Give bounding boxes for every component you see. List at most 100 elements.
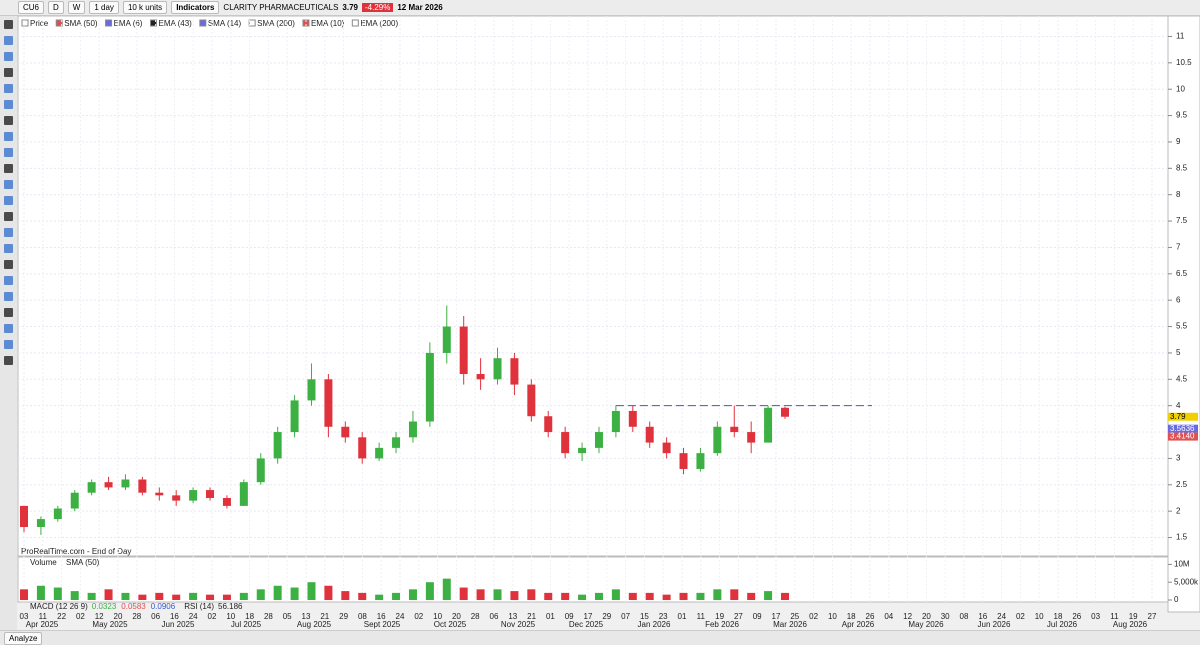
x-tick-label: 09: [753, 612, 762, 621]
indicator-name: RSI (14): [184, 602, 214, 611]
y-tick-label: 5.5: [1176, 322, 1188, 331]
legend-entry: SMA (14): [208, 19, 242, 28]
x-tick-label: 16: [170, 612, 179, 621]
weekly-button[interactable]: W: [67, 1, 86, 14]
volume-bar: [36, 585, 45, 600]
volume-bar: [662, 594, 671, 600]
y-tick-label: 9.5: [1176, 111, 1188, 120]
x-tick-label: 27: [1148, 612, 1157, 621]
instrument-name: CLARITY PHARMACEUTICALS: [223, 3, 339, 12]
legend-entry: SMA (200): [257, 19, 295, 28]
month-label: Aug 2026: [1113, 620, 1148, 629]
month-label: Sept 2025: [364, 620, 401, 629]
daily-button[interactable]: D: [48, 1, 64, 14]
x-tick-label: 20: [114, 612, 123, 621]
candle-body: [645, 426, 654, 443]
y-tick-label: 8.5: [1176, 163, 1188, 172]
x-tick-label: 02: [208, 612, 217, 621]
volume-ma-legend: SMA (50): [66, 558, 100, 567]
x-tick-label: 19: [1129, 612, 1138, 621]
month-label: Jul 2026: [1047, 620, 1078, 629]
tool-icon: [4, 212, 13, 221]
volume-bar: [104, 589, 113, 600]
interval-select[interactable]: 1 day: [89, 1, 119, 14]
candle-body: [256, 458, 265, 483]
legend-entry: Price: [30, 19, 49, 28]
candle-body: [189, 490, 198, 501]
x-tick-label: 05: [283, 612, 292, 621]
x-tick-label: 02: [414, 612, 423, 621]
volume-bar: [493, 589, 502, 600]
symbol-select[interactable]: CU6: [18, 1, 45, 14]
x-tick-label: 06: [490, 612, 499, 621]
volume-bar: [510, 591, 519, 600]
month-label: Apr 2026: [842, 620, 875, 629]
candle-body: [527, 384, 536, 417]
tool-icon: [4, 276, 13, 285]
volume-bar: [459, 587, 468, 600]
candle-body: [222, 497, 231, 506]
volume-bar: [256, 589, 265, 600]
x-tick-label: 21: [320, 612, 329, 621]
volume-bar: [594, 592, 603, 600]
y-tick-label: 5: [1176, 348, 1181, 357]
volume-bar: [730, 589, 739, 600]
x-tick-label: 30: [941, 612, 950, 621]
tool-icon: [4, 292, 13, 301]
y-tick-label: 1.5: [1176, 533, 1188, 542]
tool-icon: [4, 84, 13, 93]
volume-bar: [408, 589, 417, 600]
y-tick-label: 7: [1176, 243, 1181, 252]
candle-body: [442, 326, 451, 353]
legend-swatch: [55, 19, 63, 27]
indicator-value: 0.0323: [92, 602, 117, 611]
candle-body: [764, 407, 773, 443]
x-tick-label: 01: [546, 612, 555, 621]
tool-icon: [4, 132, 13, 141]
volume-bar: [20, 589, 28, 600]
x-tick-label: 03: [1091, 612, 1100, 621]
x-tick-label: 02: [1016, 612, 1025, 621]
x-tick-label: 28: [471, 612, 480, 621]
x-tick-label: 18: [1054, 612, 1063, 621]
candle-body: [121, 479, 130, 488]
volume-bar: [747, 592, 756, 600]
candle-body: [358, 437, 367, 459]
candle-body: [273, 432, 282, 459]
x-tick-label: 13: [302, 612, 311, 621]
y-tick-label: 2: [1176, 506, 1181, 515]
x-tick-label: 12: [95, 612, 104, 621]
volume-bar: [358, 592, 367, 600]
volume-bar: [138, 594, 147, 600]
volume-bar: [611, 589, 620, 600]
candle-body: [20, 505, 28, 527]
y-tick-label: 6.5: [1176, 269, 1188, 278]
last-price: 3.79: [342, 3, 358, 12]
volume-bar: [222, 594, 231, 600]
volume-bar: [239, 592, 248, 600]
volume-tick-label: 0: [1174, 595, 1179, 604]
tool-icon: [4, 180, 13, 189]
month-label: Jul 2025: [231, 620, 262, 629]
price-label: 3.79: [1170, 412, 1186, 421]
candle-body: [408, 421, 417, 438]
analyze-button[interactable]: Analyze: [4, 631, 43, 645]
x-tick-label: 18: [245, 612, 254, 621]
candle-body: [375, 447, 384, 459]
y-tick-label: 10.5: [1176, 58, 1192, 67]
month-label: Nov 2025: [501, 620, 536, 629]
volume-bar: [527, 589, 536, 600]
volume-tick-label: 5,000k: [1174, 577, 1199, 586]
x-tick-label: 28: [264, 612, 273, 621]
candle-body: [239, 482, 248, 506]
x-tick-label: 11: [697, 612, 706, 621]
volume-bar: [645, 592, 654, 600]
indicators-button[interactable]: Indicators: [171, 1, 220, 14]
legend-swatch: [105, 19, 113, 27]
tool-icon: [4, 116, 13, 125]
candle-body: [290, 400, 299, 433]
units-select[interactable]: 10 k units: [122, 1, 168, 14]
volume-bar: [476, 589, 485, 600]
toolbar: CU6 D W 1 day 10 k units Indicators CLAR…: [0, 0, 1200, 16]
volume-bar: [375, 594, 384, 600]
